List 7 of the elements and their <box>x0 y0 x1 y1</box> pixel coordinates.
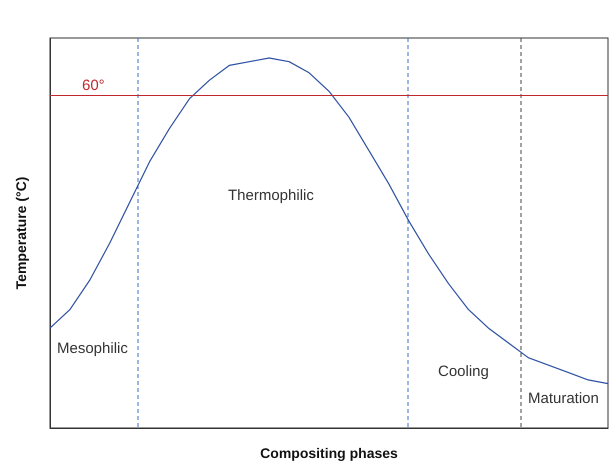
annotation: Cooling <box>438 363 489 380</box>
annotation: Mesophilic <box>57 340 128 357</box>
x-axis-title: Compositing phases <box>260 445 398 461</box>
annotation: Maturation <box>528 390 599 407</box>
annotation: Thermophilic <box>228 187 314 204</box>
y-axis-title: Temperature (°C) <box>13 176 29 290</box>
annotation: 60° <box>82 77 105 94</box>
